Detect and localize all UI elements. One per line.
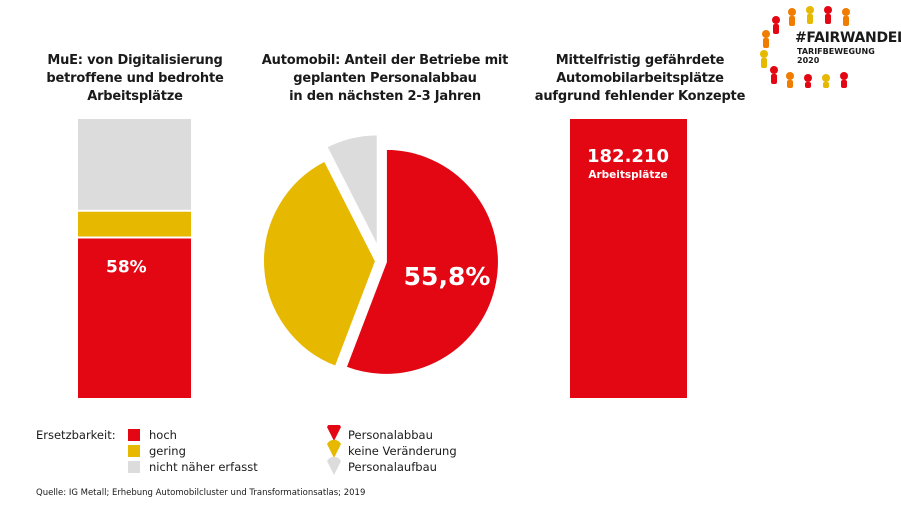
title-line: aufgrund fehlender Konzepte (534, 89, 746, 104)
title-line: Mittelfristig gefährdete (555, 53, 725, 68)
title-line: betroffene und bedrohte (46, 71, 224, 86)
legend-label-gering: gering (149, 444, 186, 458)
title-line: geplanten Personalabbau (293, 71, 477, 86)
stacked-bar-segment-2 (78, 119, 191, 210)
pie-slice-2 (325, 133, 379, 248)
stacked-bar-segment-1 (78, 211, 191, 237)
pie-slice-0 (344, 147, 500, 376)
chart-title-digitalization: MuE: von Digitalisierung betroffene und … (20, 52, 250, 106)
legend-swatch-gering (128, 445, 140, 457)
jobs-bar (570, 119, 687, 398)
stacked-bar-value-label: 58% (106, 258, 147, 278)
source-note: Quelle: IG Metall; Erhebung Automobilclu… (36, 488, 366, 498)
stacked-bar-segment-0 (78, 238, 191, 398)
fairwandel-logo (760, 6, 850, 88)
legend-marker-keine-veraenderung (327, 439, 341, 458)
legend-marker-personalabbau (327, 425, 341, 441)
title-line: MuE: von Digitalisierung (47, 53, 223, 68)
legend-label-personalabbau: Personalabbau (348, 428, 433, 442)
jobs-bar-unit: Arbeitsplätze (588, 169, 667, 181)
legend-label-keine-veraenderung: keine Veränderung (348, 444, 457, 458)
chart-title-automobile-pie: Automobil: Anteil der Betriebe mit gepla… (250, 52, 520, 106)
title-line: Automobil: Anteil der Betriebe mit (261, 53, 509, 68)
logo-hashtag: #FAIRWANDEL (793, 30, 901, 46)
logo-subtitle: TARIFBEWEGUNG 2020 (795, 47, 901, 65)
legend-marker-personalaufbau (327, 456, 341, 475)
title-line: Automobilarbeitsplätze (556, 71, 724, 86)
legend-swatch-hoch (128, 429, 140, 441)
legend-label-personalaufbau: Personalaufbau (348, 460, 437, 474)
legend-heading: Ersetzbarkeit: (36, 428, 116, 442)
title-line: in den nächsten 2-3 Jahren (289, 89, 481, 104)
legend-label-hoch: hoch (149, 428, 177, 442)
pie-value-label: 55,8% (404, 262, 491, 291)
title-line: Arbeitsplätze (87, 89, 183, 104)
chart-title-jobs-at-risk: Mittelfristig gefährdete Automobilarbeit… (510, 52, 770, 106)
legend-label-nicht-erfasst: nicht näher erfasst (149, 460, 258, 474)
legend-pie-markers (327, 425, 341, 475)
legend-swatch-nicht-erfasst (128, 461, 140, 473)
pie-slice-1 (262, 159, 378, 369)
jobs-bar-value: 182.210 (587, 146, 669, 167)
